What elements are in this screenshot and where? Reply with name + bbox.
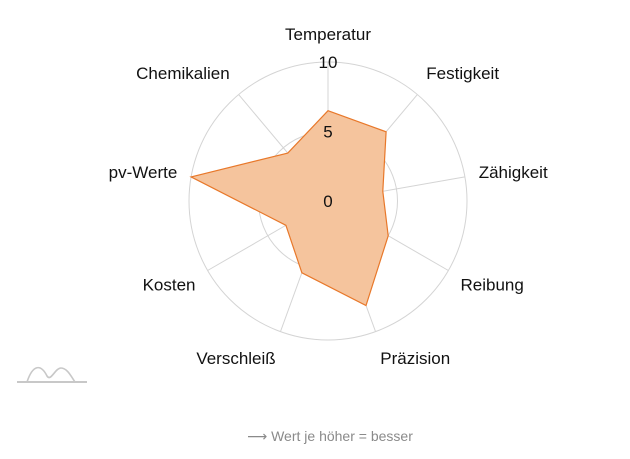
tick-label: 5	[323, 123, 332, 142]
axis-label: Kosten	[143, 276, 196, 295]
axis-label: Chemikalien	[136, 64, 230, 83]
axis-label: pv-Werte	[109, 163, 178, 182]
axis-label: Verschleiß	[196, 349, 275, 368]
footnote: ⟶ Wert je höher = besser	[247, 428, 413, 444]
radar-series	[189, 110, 389, 307]
radar-ticks: 0 5 10	[319, 53, 338, 211]
axis-label: Reibung	[461, 276, 524, 295]
tick-label: 10	[319, 53, 338, 72]
wave-logo-icon	[17, 362, 87, 389]
axis-label: Zähigkeit	[479, 163, 548, 182]
axis-label: Präzision	[380, 349, 450, 368]
axis-label: Temperatur	[285, 25, 371, 44]
axis-label: Festigkeit	[426, 64, 499, 83]
radar-axis-labels: Temperatur Festigkeit Zähigkeit Reibung Präz…	[109, 25, 548, 368]
tick-label: 0	[323, 192, 332, 211]
series-area	[189, 110, 389, 307]
